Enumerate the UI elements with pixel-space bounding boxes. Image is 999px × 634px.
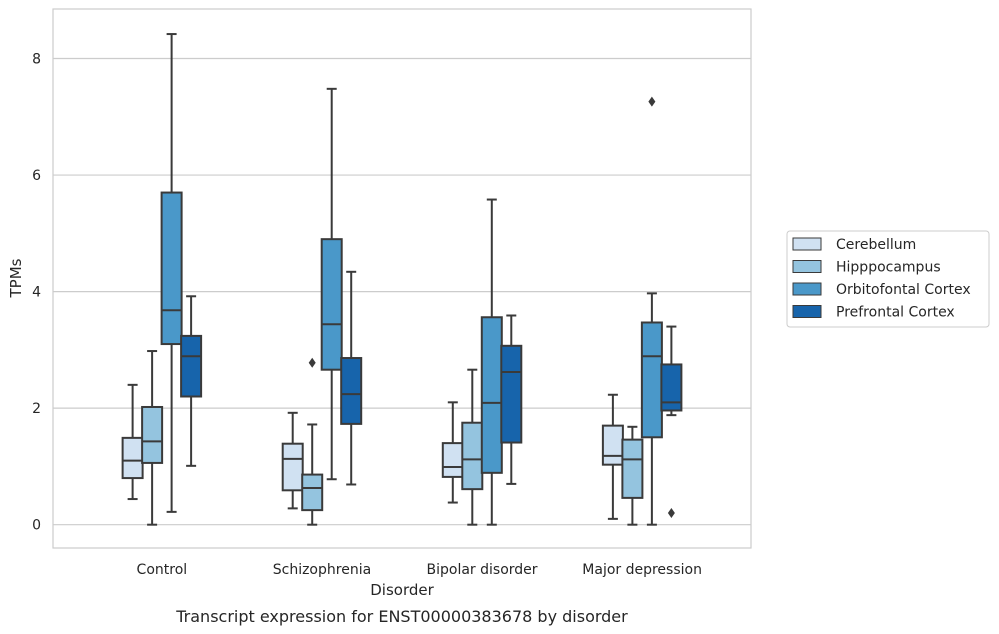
legend-label: Orbitofontal Cortex [836, 282, 971, 298]
y-tick-label: 0 [32, 518, 41, 534]
box [340, 357, 363, 425]
box [461, 421, 484, 491]
legend-swatch [792, 305, 822, 318]
box [320, 238, 343, 371]
legend-label: Prefrontal Cortex [836, 305, 955, 321]
box [141, 405, 164, 464]
box [660, 363, 683, 412]
y-tick-label: 8 [32, 52, 41, 68]
x-tick-label: Schizophrenia [273, 562, 371, 578]
outlier-marker [667, 508, 675, 519]
plot-frame [52, 8, 752, 549]
box [180, 334, 203, 398]
legend: Cerebellum Hipppocampus Orbitofontal Corte… [786, 230, 990, 328]
y-axis-title: TPMs [7, 258, 25, 298]
box [640, 321, 663, 439]
box [480, 316, 503, 474]
y-tick-label: 6 [32, 168, 41, 184]
legend-label: Cerebellum [836, 237, 916, 253]
x-tick-labels: Control Schizophrenia Bipolar disorder Majo… [137, 562, 702, 578]
box [301, 473, 324, 512]
y-tick-label: 2 [32, 401, 41, 417]
legend-label: Hipppocampus [836, 260, 941, 276]
legend-swatch [792, 282, 822, 296]
chart-caption: Transcript expression for ENST0000038367… [175, 607, 628, 626]
outlier-marker [648, 96, 656, 107]
box [621, 438, 644, 499]
legend-swatch [792, 260, 822, 273]
x-tick-label: Control [137, 562, 188, 578]
box [441, 442, 464, 478]
plot-background [53, 9, 751, 548]
box-series [121, 33, 683, 526]
outlier-marker [308, 357, 316, 368]
legend-swatch [792, 237, 822, 251]
box [160, 191, 183, 346]
box [281, 442, 304, 492]
box [500, 344, 523, 444]
x-axis-title: Disorder [370, 581, 434, 599]
y-tick-labels: 0 2 4 6 8 [32, 52, 41, 534]
legend-frame [786, 230, 990, 328]
box [601, 424, 624, 466]
x-tick-label: Bipolar disorder [427, 562, 538, 578]
box [121, 436, 144, 480]
y-tick-label: 4 [32, 285, 41, 301]
x-tick-label: Major depression [582, 562, 702, 578]
